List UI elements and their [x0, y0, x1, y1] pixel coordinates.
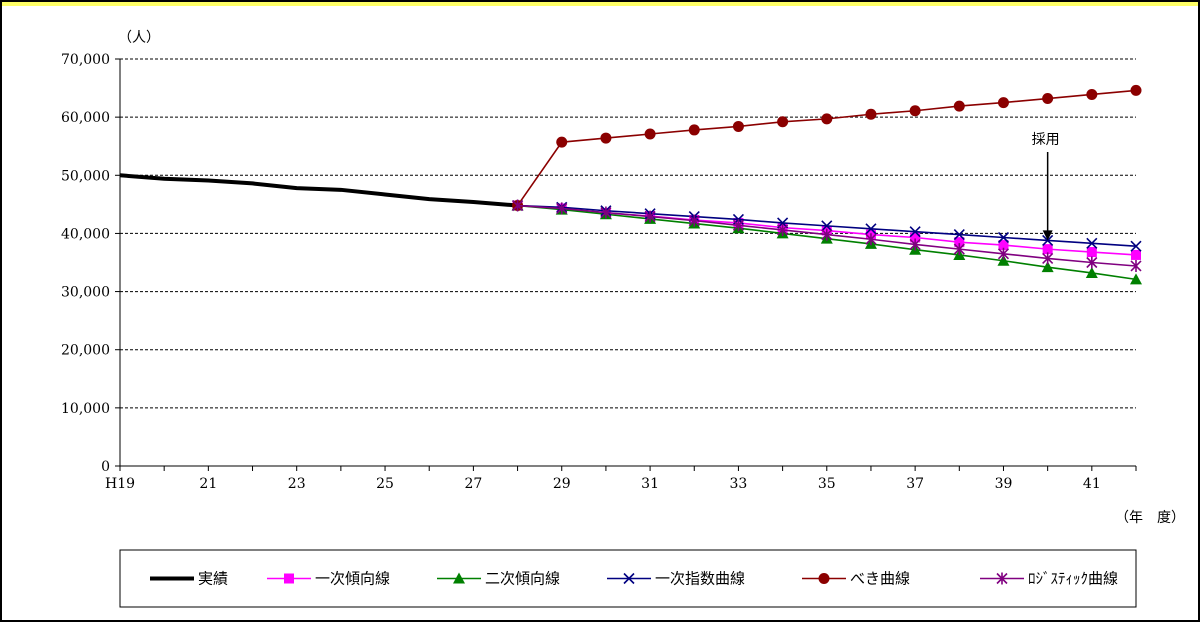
series-2-point-12: [1041, 261, 1054, 273]
annotation-label: 採用: [1032, 132, 1060, 148]
series-4-point-13: [1086, 88, 1098, 100]
series-1-point-12: [1042, 244, 1053, 255]
series-5-point-4: [688, 214, 700, 227]
legend-swatch-marker-5: [996, 572, 1008, 585]
x-tick-label: 31: [641, 476, 659, 492]
x-tick-label: 27: [464, 476, 482, 492]
legend-swatch-marker-4: [818, 573, 830, 584]
legend-swatch-marker-1: [284, 573, 294, 584]
legend-label: べき曲線: [850, 570, 910, 588]
annotation-arrow-head: [1042, 230, 1053, 241]
series-3-point-13: [1086, 237, 1098, 249]
series-2-point-13: [1085, 266, 1098, 278]
series-5-point-5: [732, 219, 745, 232]
x-tick-label: 25: [376, 476, 394, 492]
legend-label: 一次指数曲線: [655, 570, 745, 588]
x-tick-label: 39: [995, 476, 1013, 492]
series-4-point-9: [909, 105, 921, 117]
series-5-point-12: [1042, 252, 1054, 265]
legend-swatch-marker-2: [453, 572, 465, 584]
y-tick-label: 30,000: [61, 285, 110, 301]
series-1-point-10: [954, 237, 965, 248]
y-unit-label: （人）: [118, 30, 160, 46]
legend-label: 二次傾向線: [485, 570, 560, 588]
series-5-point-3: [644, 210, 656, 223]
y-tick-label: 40,000: [61, 226, 110, 242]
series-3-point-8: [865, 223, 877, 235]
series-4-point-6: [777, 116, 789, 128]
series-4-point-5: [732, 120, 744, 132]
y-tick-label: 0: [101, 459, 110, 475]
series-3-point-12: [1042, 234, 1054, 246]
x-tick-label: H19: [105, 476, 135, 492]
series-5-point-10: [953, 243, 965, 256]
series-3-point-14: [1130, 240, 1142, 252]
series-5-point-9: [909, 238, 921, 251]
series-5-point-11: [997, 247, 1010, 260]
series-4-point-10: [953, 100, 965, 112]
series-line-0: [119, 173, 518, 208]
series-2-point-11: [997, 254, 1010, 266]
series-1-point-9: [910, 232, 921, 243]
series-4-point-8: [865, 108, 877, 120]
series-1-point-14: [1131, 249, 1141, 260]
top-color-band: [2, 2, 1198, 6]
legend-label: 一次傾向線: [315, 570, 390, 588]
y-tick-label: 60,000: [61, 110, 110, 126]
series-5-point-14: [1130, 259, 1142, 272]
x-tick-label: 21: [199, 476, 217, 492]
x-tick-label: 41: [1083, 476, 1101, 492]
y-tick-label: 50,000: [61, 168, 110, 184]
y-tick-label: 70,000: [61, 52, 110, 68]
series-4-point-11: [997, 97, 1009, 109]
series-3-point-9: [909, 226, 921, 238]
series-4-point-12: [1042, 93, 1054, 105]
series-4-point-1: [556, 136, 568, 148]
series-5-point-6: [777, 223, 789, 236]
x-tick-label: 33: [730, 476, 748, 492]
series-1-point-13: [1086, 247, 1097, 258]
y-tick-label: 20,000: [61, 343, 110, 359]
x-tick-label: 35: [818, 476, 836, 492]
series-4-point-4: [688, 124, 700, 136]
x-tick-label: 29: [553, 476, 571, 492]
x-tick-label: 23: [288, 476, 306, 492]
series-5-point-7: [821, 228, 833, 241]
y-tick-label: 10,000: [61, 401, 110, 417]
series-5-point-8: [865, 233, 877, 246]
series-4-point-14: [1130, 84, 1142, 96]
series-5-point-1: [556, 202, 568, 215]
x-unit-label: （年 度）: [1115, 510, 1185, 526]
series-4-point-7: [821, 113, 833, 125]
series-1-point-11: [998, 240, 1009, 251]
series-3-point-7: [821, 220, 833, 232]
series-3-point-10: [953, 229, 965, 241]
series-2-point-14: [1130, 273, 1142, 285]
legend-swatch-marker-3: [623, 572, 635, 585]
x-tick-label: 37: [906, 476, 924, 492]
legend-label: ﾛｼﾞｽﾃｨｯｸ曲線: [1028, 570, 1118, 588]
series-5-point-0: [511, 199, 524, 212]
legend-label: 実績: [198, 570, 228, 588]
series-3-point-11: [997, 231, 1010, 244]
series-5-point-13: [1086, 256, 1098, 269]
series-4-point-3: [644, 128, 656, 140]
series-4-point-2: [600, 132, 612, 144]
series-5-point-2: [600, 206, 612, 219]
